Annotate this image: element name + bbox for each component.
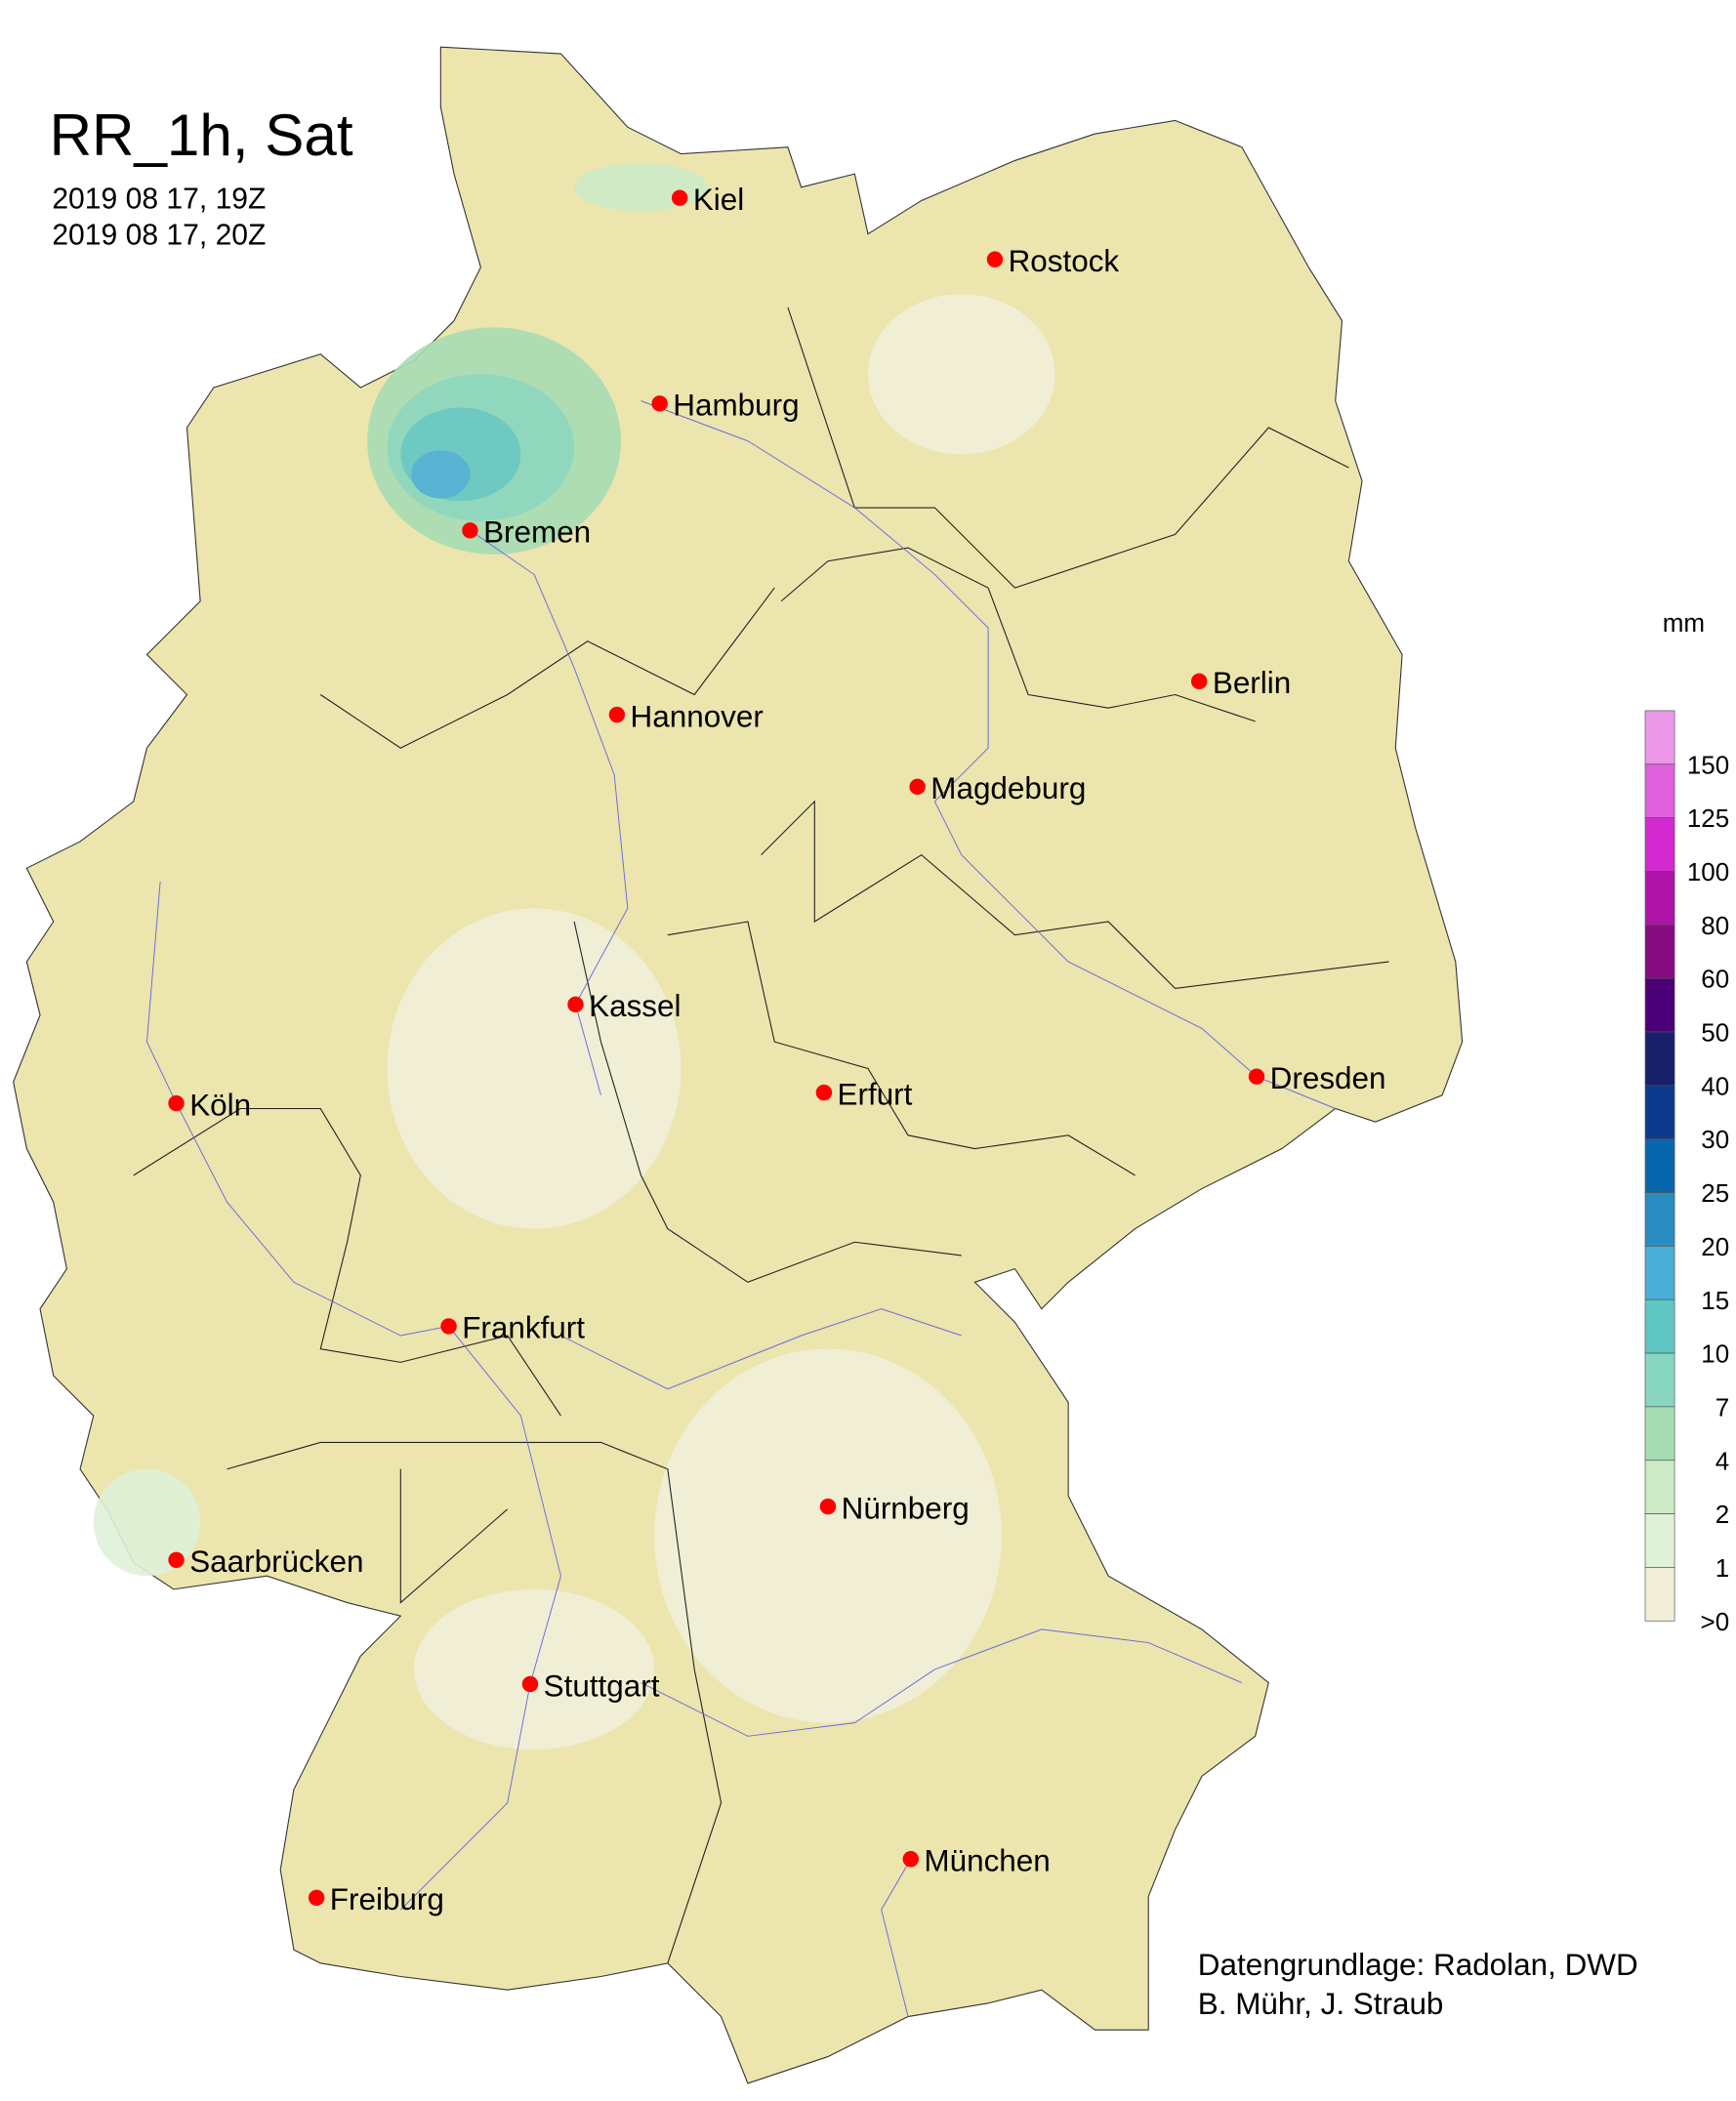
city-marker-dot [909,778,926,796]
city-köln: Köln [168,1088,251,1122]
city-marker-dot [567,996,584,1013]
legend-label: 150 [1687,750,1729,779]
city-label: Hannover [631,699,764,733]
legend-label: 20 [1701,1232,1729,1261]
germany-map [13,46,1464,2084]
legend-label: 15 [1701,1286,1729,1315]
legend-bin [1644,1085,1675,1140]
legend-bin [1644,1246,1675,1300]
legend-bin [1644,1031,1675,1087]
city-label: München [924,1843,1050,1877]
credits-line-2: B. Mühr, J. Straub [1198,1987,1444,2021]
time-end: 2019 08 17, 20Z [52,220,266,252]
city-marker-dot [168,1551,185,1568]
map-title: RR_1h, Sat [50,103,353,168]
legend-bin [1644,763,1675,818]
city-dresden: Dresden [1248,1061,1386,1095]
legend-label: 100 [1687,857,1729,886]
city-freiburg: Freiburg [308,1882,444,1916]
city-label: Köln [189,1088,251,1122]
legend-bin [1644,1460,1675,1514]
legend-bin [1644,1406,1675,1462]
city-marker-dot [308,1889,325,1907]
state-borders [133,307,1389,1963]
city-marker-dot [651,395,668,412]
city-label: Berlin [1213,666,1291,700]
legend-bin [1644,1513,1675,1568]
legend-unit: mm [1663,608,1705,638]
city-berlin: Berlin [1190,666,1291,700]
city-marker-dot [462,522,478,539]
legend-bin [1644,1192,1675,1247]
credits-line-1: Datengrundlage: Radolan, DWD [1198,1948,1638,1982]
city-label: Magdeburg [930,771,1086,805]
city-erfurt: Erfurt [815,1077,913,1111]
legend-label: 1 [1715,1553,1729,1583]
city-marker-dot [671,189,688,206]
city-rostock: Rostock [986,244,1120,278]
city-label: Rostock [1009,244,1120,278]
city-marker-dot [168,1094,185,1112]
legend-label: 125 [1687,803,1729,833]
city-marker-dot [902,1850,919,1868]
legend-label: 4 [1715,1446,1729,1475]
legend-label: 25 [1701,1178,1729,1208]
legend-bin [1644,1567,1675,1622]
legend-label: 7 [1715,1392,1729,1421]
city-nürnberg: Nürnberg [819,1491,970,1525]
city-frankfurt: Frankfurt [440,1311,585,1345]
legend-bin [1644,1352,1675,1408]
city-stuttgart: Stuttgart [521,1668,660,1703]
city-label: Saarbrücken [189,1545,363,1579]
city-label: Nürnberg [842,1491,970,1525]
rivers [145,400,1336,2017]
legend-label: 2 [1715,1500,1729,1529]
legend-bin [1644,1298,1675,1354]
legend-bin [1644,924,1675,979]
city-label: Bremen [483,515,591,550]
legend-label: 80 [1701,911,1729,940]
legend-bin [1644,817,1675,872]
legend-label: 50 [1701,1018,1729,1048]
time-start: 2019 08 17, 19Z [52,184,266,216]
city-label: Hamburg [673,389,799,423]
city-bremen: Bremen [462,515,591,550]
city-kassel: Kassel [567,989,682,1023]
city-marker-dot [815,1084,833,1101]
legend-label: 30 [1701,1125,1729,1154]
city-label: Kassel [589,989,681,1023]
city-hamburg: Hamburg [651,389,800,423]
legend-bin [1644,977,1675,1033]
city-münchen: München [902,1843,1051,1877]
legend-label: 10 [1701,1339,1729,1369]
legend-label: 40 [1701,1071,1729,1100]
city-markers: Kiel Rostock Hamburg Bremen Berlin Hannover Ma… [168,183,1386,1916]
germany-land [13,46,1464,2084]
city-label: Stuttgart [544,1668,660,1703]
legend-bin [1644,1138,1675,1193]
city-label: Frankfurt [462,1311,585,1345]
city-kiel: Kiel [671,183,744,217]
legend-label: >0 [1701,1607,1730,1636]
city-marker-dot [440,1318,457,1335]
city-saarbrücken: Saarbrücken [168,1545,363,1579]
city-label: Kiel [693,183,744,217]
city-marker-dot [986,251,1004,268]
city-magdeburg: Magdeburg [909,771,1086,805]
city-marker-dot [608,706,626,723]
city-label: Freiburg [330,1882,444,1916]
city-marker-dot [1248,1068,1265,1085]
legend-label: 60 [1701,965,1729,994]
city-hannover: Hannover [608,699,764,733]
city-marker-dot [1190,673,1208,690]
legend-bin [1644,710,1675,765]
legend-bin [1644,871,1675,926]
city-marker-dot [819,1498,837,1515]
color-legend: mm 150 125 100 80 60 50 40 30 25 20 15 10 7 4 2 1 >0 [1644,608,1730,1636]
city-label: Erfurt [838,1077,913,1111]
city-label: Dresden [1270,1061,1386,1095]
city-marker-dot [521,1675,539,1693]
